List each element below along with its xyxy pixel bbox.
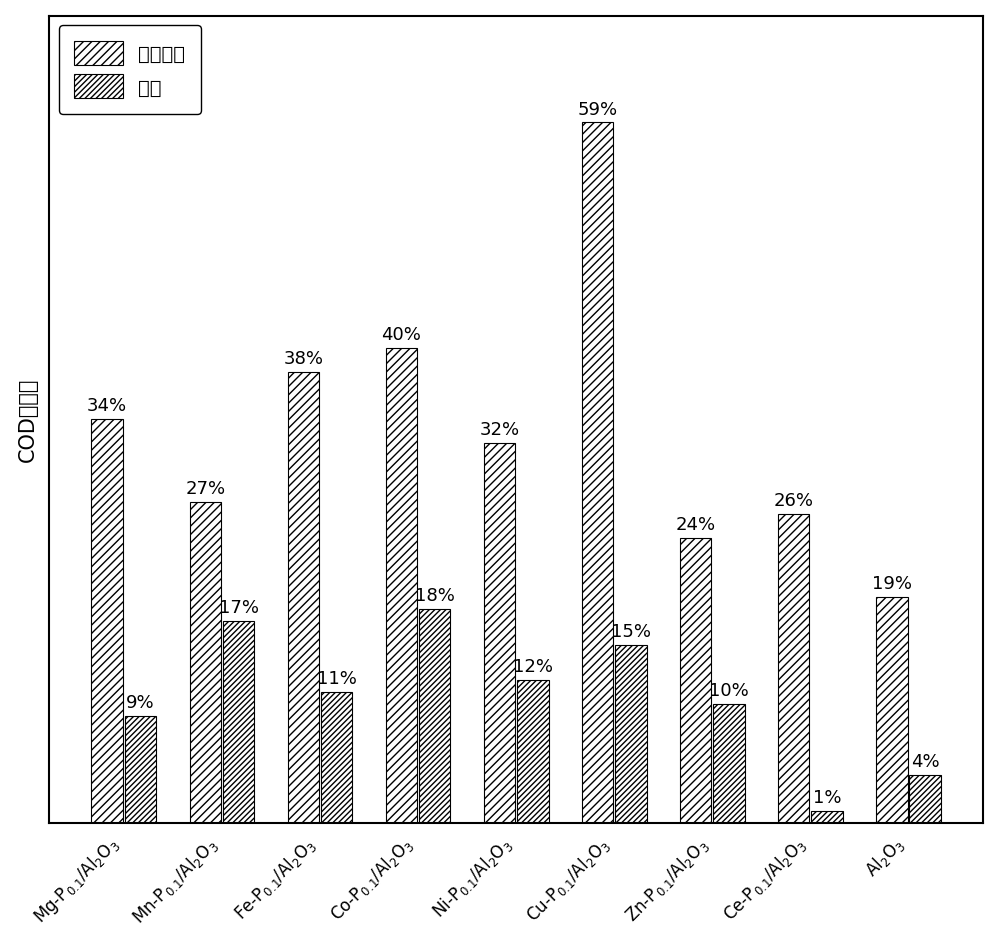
- Text: 12%: 12%: [513, 658, 553, 676]
- Text: 59%: 59%: [578, 101, 618, 119]
- Text: 1%: 1%: [813, 788, 841, 806]
- Bar: [876, 598, 908, 822]
- Bar: [190, 502, 221, 822]
- Bar: [517, 681, 549, 822]
- Bar: [321, 692, 352, 822]
- Bar: [811, 811, 843, 822]
- Text: 10%: 10%: [709, 682, 749, 700]
- Text: 11%: 11%: [317, 669, 357, 687]
- Text: 27%: 27%: [185, 480, 225, 497]
- Text: 4%: 4%: [911, 752, 939, 770]
- Text: 24%: 24%: [676, 515, 716, 533]
- Bar: [419, 609, 450, 822]
- Bar: [125, 716, 156, 822]
- Bar: [615, 645, 647, 822]
- Text: 9%: 9%: [126, 693, 155, 711]
- Text: 15%: 15%: [611, 622, 651, 640]
- Bar: [223, 621, 254, 822]
- Bar: [909, 775, 941, 822]
- Text: 19%: 19%: [872, 575, 912, 593]
- Text: 26%: 26%: [774, 492, 814, 510]
- Text: 34%: 34%: [87, 396, 127, 415]
- Text: 18%: 18%: [415, 586, 455, 604]
- Bar: [680, 538, 711, 822]
- Bar: [386, 348, 417, 822]
- Bar: [484, 444, 515, 822]
- Bar: [713, 704, 745, 822]
- Legend: 臭氧氧化, 吸附: 臭氧氧化, 吸附: [59, 26, 201, 114]
- Bar: [582, 124, 613, 822]
- Bar: [288, 372, 319, 822]
- Text: 17%: 17%: [219, 598, 259, 616]
- Text: 32%: 32%: [479, 421, 520, 439]
- Bar: [91, 420, 123, 822]
- Y-axis label: COD去除率: COD去除率: [18, 378, 38, 462]
- Text: 38%: 38%: [283, 349, 323, 367]
- Bar: [778, 514, 809, 822]
- Text: 40%: 40%: [381, 326, 421, 344]
